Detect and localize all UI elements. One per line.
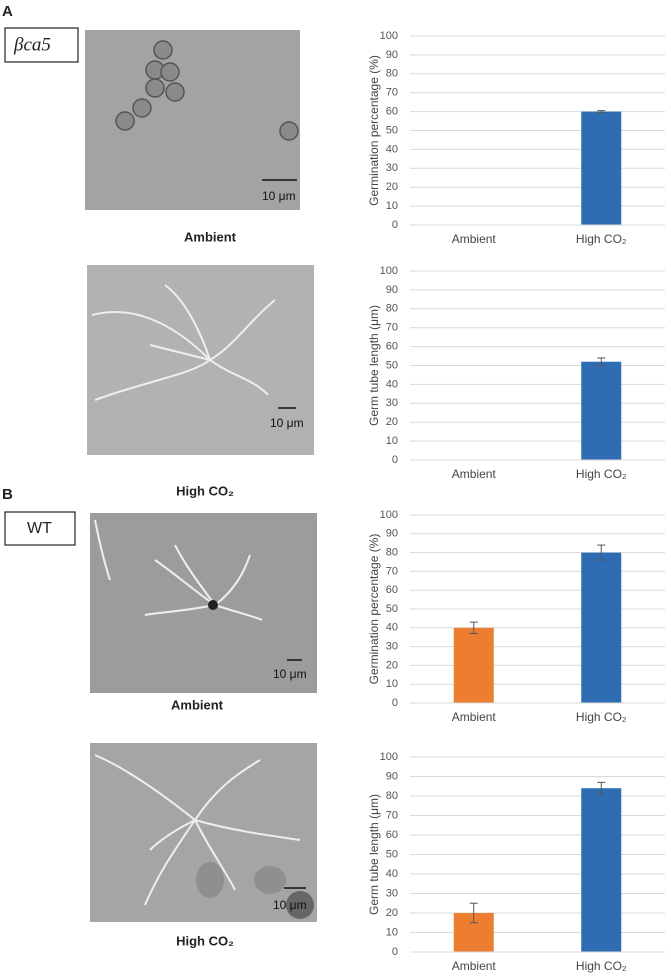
x-tick-label: High CO₂ xyxy=(576,710,627,724)
y-tick-label: 50 xyxy=(386,848,398,860)
y-tick-label: 80 xyxy=(386,790,398,802)
y-axis-label: Germ tube length (μm) xyxy=(367,794,381,915)
x-tick-label: Ambient xyxy=(452,467,497,481)
y-tick-label: 70 xyxy=(386,87,398,99)
image-caption: Ambient xyxy=(171,697,224,712)
y-tick-label: 0 xyxy=(392,946,398,958)
y-tick-label: 60 xyxy=(386,106,398,118)
y-tick-label: 80 xyxy=(386,547,398,559)
y-tick-label: 60 xyxy=(386,341,398,353)
y-tick-label: 60 xyxy=(386,829,398,841)
bar xyxy=(453,627,494,703)
error-bar xyxy=(469,902,478,924)
y-tick-label: 50 xyxy=(386,124,398,136)
error-bar xyxy=(597,544,606,561)
y-tick-label: 50 xyxy=(386,603,398,615)
bar xyxy=(581,361,622,460)
x-tick-label: Ambient xyxy=(452,232,497,246)
y-tick-label: 0 xyxy=(392,454,398,466)
y-tick-label: 60 xyxy=(386,584,398,596)
y-tick-label: 30 xyxy=(386,397,398,409)
y-tick-label: 10 xyxy=(386,200,398,212)
y-tick-label: 20 xyxy=(386,659,398,671)
error-bar xyxy=(469,621,478,634)
panel-label: B xyxy=(2,486,13,503)
strain-label: WT xyxy=(27,520,52,537)
strain-box xyxy=(4,511,76,546)
y-tick-label: 0 xyxy=(392,219,398,231)
y-tick-label: 40 xyxy=(386,622,398,634)
y-tick-label: 80 xyxy=(386,303,398,315)
error-bar xyxy=(597,110,606,114)
micrograph xyxy=(85,30,300,210)
y-tick-label: 90 xyxy=(386,49,398,61)
y-tick-label: 70 xyxy=(386,565,398,577)
image-caption: High CO₂ xyxy=(176,483,234,498)
bar xyxy=(581,111,622,225)
y-tick-label: 0 xyxy=(392,697,398,709)
strain-label: βca5 xyxy=(13,34,51,55)
y-tick-label: 100 xyxy=(380,265,398,277)
y-tick-label: 20 xyxy=(386,907,398,919)
y-tick-label: 90 xyxy=(386,284,398,296)
y-axis-label: Germination percentage (%) xyxy=(367,534,381,685)
y-tick-label: 30 xyxy=(386,641,398,653)
y-tick-label: 90 xyxy=(386,528,398,540)
y-tick-label: 10 xyxy=(386,678,398,690)
strain-box xyxy=(4,27,79,63)
y-tick-label: 80 xyxy=(386,68,398,80)
y-tick-label: 40 xyxy=(386,868,398,880)
y-tick-label: 10 xyxy=(386,926,398,938)
y-tick-label: 20 xyxy=(386,416,398,428)
y-tick-label: 30 xyxy=(386,162,398,174)
error-bar xyxy=(597,781,606,795)
x-tick-label: High CO₂ xyxy=(576,467,627,481)
y-tick-label: 50 xyxy=(386,359,398,371)
y-tick-label: 40 xyxy=(386,378,398,390)
scale-bar-label: 10 μm xyxy=(270,416,304,430)
panel-label: A xyxy=(2,3,13,20)
y-tick-label: 40 xyxy=(386,143,398,155)
x-tick-label: Ambient xyxy=(452,710,497,724)
scale-bar-label: 10 μm xyxy=(262,189,296,203)
y-tick-label: 100 xyxy=(380,509,398,521)
y-axis-label: Germ tube length (μm) xyxy=(367,305,381,426)
micrograph xyxy=(87,265,314,455)
x-tick-label: Ambient xyxy=(452,959,497,973)
x-tick-label: High CO₂ xyxy=(576,959,627,973)
y-tick-label: 30 xyxy=(386,887,398,899)
x-tick-label: High CO₂ xyxy=(576,232,627,246)
image-caption: High CO₂ xyxy=(176,933,234,948)
micrograph xyxy=(90,513,317,693)
y-tick-label: 100 xyxy=(380,30,398,42)
image-caption: Ambient xyxy=(184,229,237,244)
micrograph xyxy=(90,743,317,922)
y-tick-label: 70 xyxy=(386,809,398,821)
bar xyxy=(581,788,622,952)
scale-bar-label: 10 μm xyxy=(273,667,307,681)
bar xyxy=(581,552,622,703)
y-tick-label: 10 xyxy=(386,435,398,447)
y-tick-label: 100 xyxy=(380,751,398,763)
y-tick-label: 20 xyxy=(386,181,398,193)
y-tick-label: 70 xyxy=(386,322,398,334)
scale-bar-label: 10 μm xyxy=(273,898,307,912)
error-bar xyxy=(597,357,606,366)
y-axis-label: Germination percentage (%) xyxy=(367,55,381,206)
y-tick-label: 90 xyxy=(386,770,398,782)
